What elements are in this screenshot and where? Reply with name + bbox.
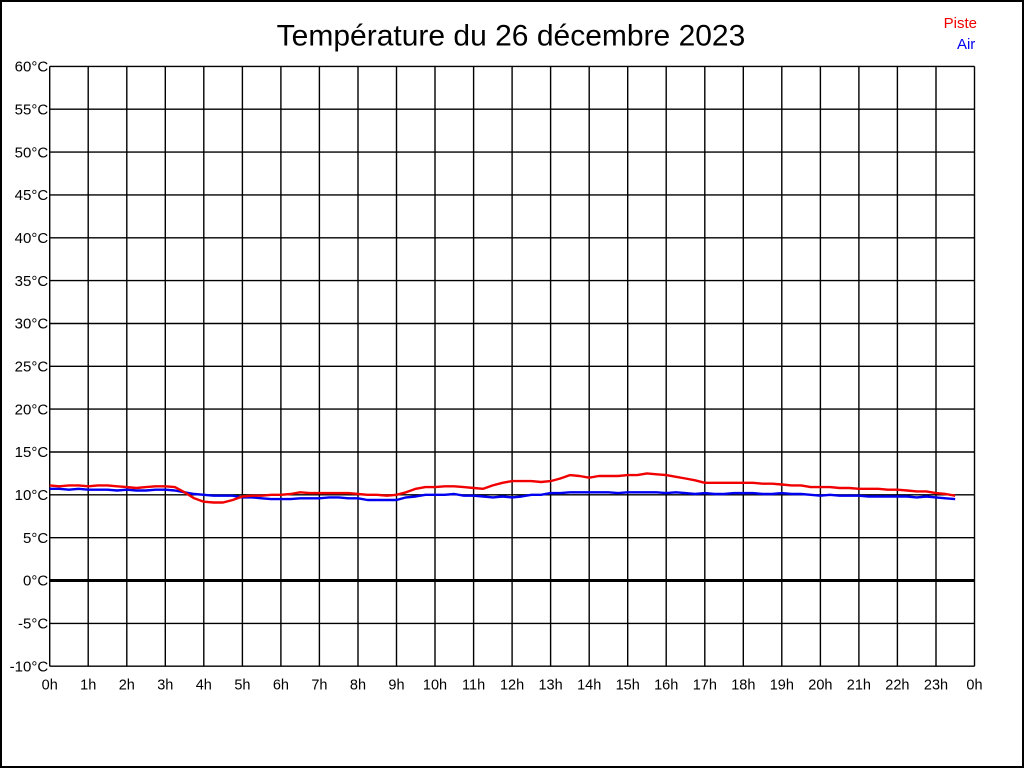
svg-text:23h: 23h xyxy=(924,678,948,694)
svg-text:5h: 5h xyxy=(234,678,250,694)
svg-text:0h: 0h xyxy=(42,678,58,694)
svg-text:8h: 8h xyxy=(350,678,366,694)
svg-text:Piste: Piste xyxy=(944,15,977,32)
svg-text:21h: 21h xyxy=(847,678,871,694)
svg-text:50°C: 50°C xyxy=(15,144,49,161)
svg-text:16h: 16h xyxy=(654,678,678,694)
svg-text:0h: 0h xyxy=(966,678,982,694)
svg-text:35°C: 35°C xyxy=(15,273,49,290)
svg-text:12h: 12h xyxy=(500,678,524,694)
svg-text:7h: 7h xyxy=(311,678,327,694)
svg-text:1h: 1h xyxy=(80,678,96,694)
svg-text:Température du 26 décembre 202: Température du 26 décembre 2023 xyxy=(277,20,746,53)
svg-text:15°C: 15°C xyxy=(15,444,49,461)
svg-text:11h: 11h xyxy=(462,678,485,694)
svg-text:40°C: 40°C xyxy=(15,230,49,247)
svg-text:-5°C: -5°C xyxy=(18,616,48,633)
svg-text:20°C: 20°C xyxy=(15,401,49,418)
svg-text:60°C: 60°C xyxy=(15,59,49,76)
svg-text:22h: 22h xyxy=(885,678,909,694)
svg-text:45°C: 45°C xyxy=(15,187,49,204)
svg-text:10h: 10h xyxy=(423,678,447,694)
svg-text:25°C: 25°C xyxy=(15,359,49,376)
svg-text:-10°C: -10°C xyxy=(10,658,49,675)
svg-text:4h: 4h xyxy=(196,678,212,694)
svg-text:Air: Air xyxy=(957,36,975,53)
svg-text:14h: 14h xyxy=(577,678,601,694)
svg-text:15h: 15h xyxy=(616,678,640,694)
svg-text:5°C: 5°C xyxy=(23,530,48,547)
svg-text:13h: 13h xyxy=(538,678,562,694)
svg-text:17h: 17h xyxy=(693,678,717,694)
svg-text:9h: 9h xyxy=(388,678,404,694)
svg-text:55°C: 55°C xyxy=(15,101,49,118)
svg-text:10°C: 10°C xyxy=(15,487,49,504)
svg-text:20h: 20h xyxy=(808,678,832,694)
svg-text:3h: 3h xyxy=(157,678,173,694)
svg-text:0°C: 0°C xyxy=(23,573,48,590)
svg-text:2h: 2h xyxy=(119,678,135,694)
svg-text:19h: 19h xyxy=(770,678,794,694)
svg-text:18h: 18h xyxy=(731,678,755,694)
svg-text:30°C: 30°C xyxy=(15,316,49,333)
svg-text:6h: 6h xyxy=(273,678,289,694)
